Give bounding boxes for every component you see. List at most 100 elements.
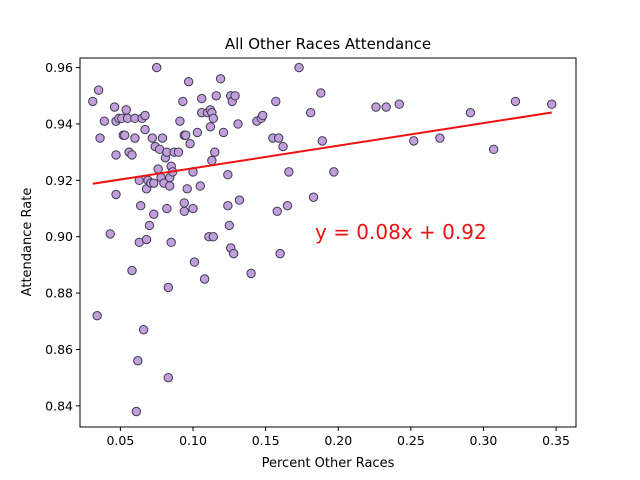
chart-title: All Other Races Attendance — [225, 35, 431, 53]
data-point — [185, 138, 195, 149]
data-point — [195, 181, 205, 191]
data-point — [258, 110, 268, 121]
data-point — [179, 198, 189, 208]
y-tick-label: 0.86 — [45, 342, 73, 357]
x-tick-label: 0.20 — [324, 433, 352, 448]
data-point — [308, 192, 319, 202]
y-axis-label: Attendance Rate — [20, 188, 35, 297]
data-point — [127, 265, 137, 276]
data-point — [218, 127, 229, 138]
data-point — [223, 170, 233, 180]
data-point — [140, 110, 150, 121]
x-tick-label: 0.30 — [470, 433, 498, 448]
trendline-layer — [92, 111, 552, 185]
x-tick-label: 0.05 — [106, 433, 134, 448]
data-point — [192, 127, 203, 138]
data-point — [144, 220, 155, 231]
data-point — [127, 150, 137, 160]
x-axis: 0.05 0.10 0.15 0.20 0.25 0.30 0.35 — [106, 427, 570, 448]
data-point — [275, 248, 285, 259]
data-point — [151, 62, 162, 73]
data-point — [409, 136, 419, 146]
data-point — [165, 181, 175, 191]
trendline-equation: y = 0.08x + 0.92 — [315, 220, 487, 244]
data-point — [215, 74, 226, 84]
x-tick-label: 0.25 — [397, 433, 425, 448]
plot-frame — [79, 57, 577, 428]
data-point — [166, 237, 176, 248]
x-axis-label: Percent Other Races — [262, 456, 395, 471]
data-point — [95, 133, 105, 143]
data-point — [131, 406, 142, 417]
data-point — [130, 133, 140, 143]
data-point — [111, 150, 121, 160]
y-tick-label: 0.90 — [45, 229, 73, 244]
data-point — [109, 102, 120, 112]
data-point — [224, 220, 235, 231]
data-point — [175, 116, 185, 126]
data-point — [189, 257, 200, 267]
data-point — [230, 91, 240, 101]
data-point — [173, 147, 184, 157]
x-tick-label: 0.35 — [542, 433, 570, 448]
data-point — [197, 93, 207, 104]
data-point — [246, 268, 256, 279]
data-point — [182, 184, 192, 194]
data-point — [371, 102, 381, 112]
data-point — [147, 133, 158, 143]
data-point — [305, 107, 316, 118]
data-point — [149, 178, 159, 188]
data-point — [120, 130, 130, 140]
points-layer — [88, 62, 557, 417]
y-tick-label: 0.94 — [45, 116, 73, 131]
data-point — [233, 119, 243, 129]
data-point — [205, 122, 216, 132]
data-point — [149, 209, 159, 219]
data-point — [133, 356, 143, 366]
data-point — [488, 144, 499, 155]
data-point — [93, 85, 104, 95]
x-tick-label: 0.10 — [179, 433, 207, 448]
data-point — [435, 133, 445, 143]
data-point — [179, 206, 189, 217]
data-point — [282, 201, 293, 211]
data-point — [294, 62, 304, 73]
data-point — [111, 189, 121, 200]
data-point — [138, 325, 149, 335]
data-point — [183, 76, 194, 87]
data-point — [284, 167, 294, 177]
data-point — [163, 372, 174, 383]
data-point — [199, 274, 210, 284]
data-point — [228, 248, 239, 259]
data-point — [210, 147, 220, 157]
data-point — [105, 229, 115, 239]
y-axis: 0.84 0.86 0.88 0.90 0.92 0.94 0.96 — [45, 60, 80, 413]
data-point — [234, 195, 245, 205]
data-point — [162, 203, 172, 214]
data-point — [181, 130, 191, 140]
data-point — [188, 203, 198, 214]
y-tick-label: 0.92 — [45, 173, 73, 188]
x-tick-label: 0.15 — [252, 433, 280, 448]
data-point — [211, 91, 221, 101]
data-point — [140, 124, 150, 135]
data-point — [153, 164, 163, 174]
trendline — [92, 111, 552, 185]
data-point — [272, 206, 282, 217]
data-point — [273, 133, 284, 143]
data-point — [136, 201, 146, 211]
data-point — [317, 136, 327, 146]
data-point — [278, 141, 288, 152]
data-point — [329, 167, 339, 177]
data-point — [207, 155, 217, 166]
data-point — [316, 88, 326, 98]
data-point — [157, 133, 168, 143]
data-point — [394, 99, 404, 109]
data-point — [121, 105, 131, 115]
data-point — [141, 234, 152, 245]
data-point — [208, 113, 219, 124]
data-point — [208, 232, 219, 242]
data-point — [163, 282, 174, 293]
